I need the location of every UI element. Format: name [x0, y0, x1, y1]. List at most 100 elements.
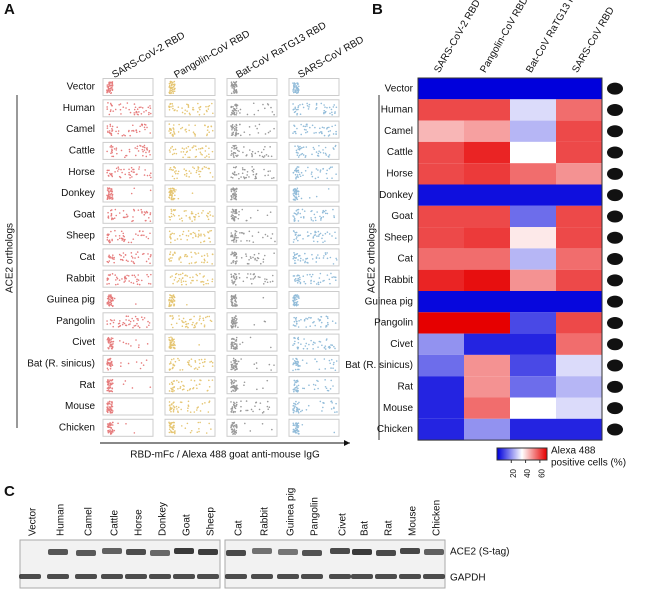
dot [237, 110, 240, 112]
dot [326, 106, 328, 109]
dot [297, 105, 300, 107]
dot [173, 389, 175, 392]
dot [173, 341, 176, 343]
dot [230, 379, 232, 381]
dot [233, 318, 235, 321]
dot [169, 315, 171, 317]
dot [324, 368, 327, 370]
heatmap-cell [464, 205, 510, 228]
dot [182, 156, 184, 159]
dot [230, 106, 233, 109]
dot [140, 112, 143, 115]
dot [202, 281, 205, 283]
dot [251, 154, 254, 156]
dot [203, 325, 206, 328]
dot [258, 123, 261, 126]
dot [149, 220, 152, 222]
dot [192, 106, 194, 109]
dot [234, 194, 236, 196]
dot [149, 174, 151, 177]
dot [170, 323, 173, 326]
dot [231, 234, 234, 237]
dot [292, 87, 295, 90]
dot [178, 315, 180, 317]
dot [125, 213, 128, 216]
dot [208, 400, 211, 402]
dot [323, 112, 325, 115]
dot [326, 126, 329, 129]
dot [138, 344, 140, 346]
colorbar-step [529, 448, 531, 460]
dot [320, 321, 323, 324]
dot [203, 324, 206, 326]
dot [233, 431, 236, 433]
dot [235, 133, 238, 136]
dot [187, 400, 190, 403]
dot [204, 402, 206, 404]
dot [326, 274, 329, 276]
dot [235, 426, 238, 429]
dot [231, 408, 233, 410]
facs-dots [292, 82, 300, 94]
facs-frame [164, 291, 216, 309]
dot [293, 85, 295, 88]
dot [294, 368, 297, 371]
lane-label: Horse [134, 509, 145, 536]
dot [137, 150, 140, 152]
band [225, 574, 247, 579]
dot [112, 421, 114, 424]
dot [135, 233, 137, 235]
dot [293, 275, 296, 277]
facs-dots [292, 166, 337, 180]
dot [232, 296, 234, 299]
dot [174, 87, 176, 90]
dot [321, 126, 324, 129]
dot [312, 219, 314, 222]
dot [258, 252, 260, 255]
dot [199, 108, 201, 111]
dot [109, 81, 111, 84]
dot [169, 276, 172, 278]
band [197, 574, 219, 579]
heatmap-cell [418, 397, 464, 419]
dot [320, 102, 323, 105]
dot [150, 176, 152, 179]
dot [180, 425, 183, 427]
colorbar-step [507, 448, 509, 460]
dot [333, 276, 335, 278]
dot [295, 231, 298, 234]
dot [194, 251, 196, 254]
dot [125, 259, 128, 262]
colorbar-step [526, 448, 528, 460]
dot [175, 170, 177, 172]
dot [172, 192, 174, 195]
heatmap-cell [556, 418, 602, 441]
dot [170, 187, 172, 190]
animal-icon [607, 380, 623, 393]
dot [211, 102, 213, 105]
dot [297, 296, 300, 299]
dot [201, 403, 204, 405]
dot [146, 211, 149, 214]
dot [136, 147, 138, 150]
row-label: Sheep [66, 231, 95, 242]
dot [204, 259, 206, 262]
dot [185, 147, 188, 149]
dot [294, 189, 297, 192]
dot [239, 343, 241, 345]
dot [137, 256, 140, 259]
dot [201, 168, 204, 170]
heatmap-cell [464, 376, 510, 398]
dot [322, 152, 325, 154]
facs-frame [226, 354, 278, 373]
dot [143, 149, 146, 151]
dot [176, 177, 178, 180]
dot [201, 255, 203, 258]
dot [231, 132, 233, 134]
dot [136, 278, 138, 281]
dot [246, 170, 249, 173]
dot [133, 108, 136, 111]
dot [305, 408, 308, 411]
dot [149, 112, 152, 115]
dot [109, 123, 112, 126]
